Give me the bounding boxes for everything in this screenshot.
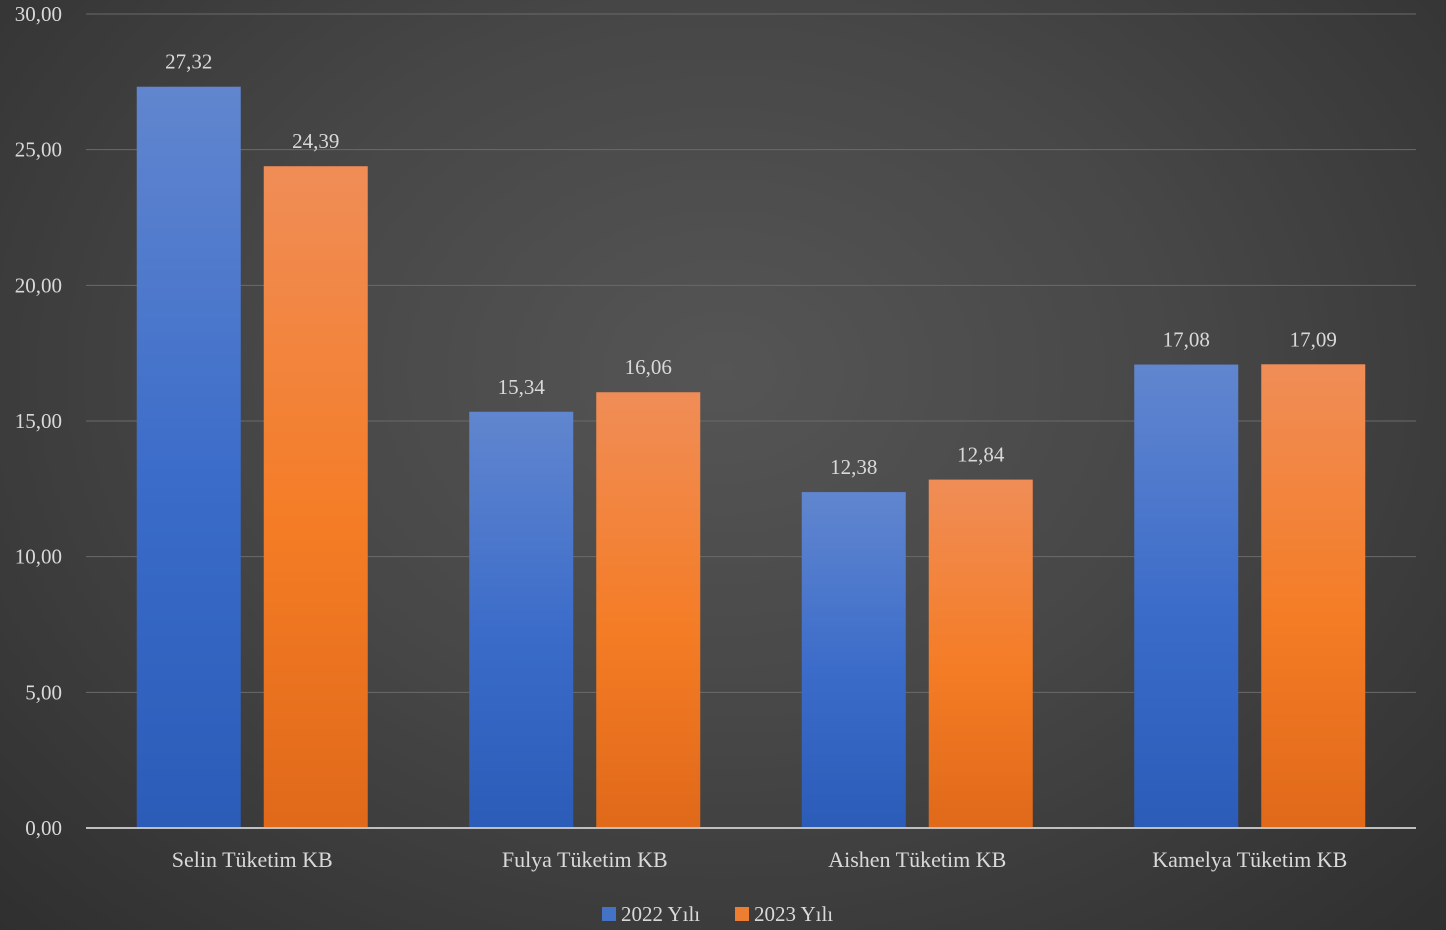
y-axis: 0,00 5,00 10,00 15,00 20,00 25,00 30,00 xyxy=(15,2,62,840)
y-tick-label: 10,00 xyxy=(15,545,62,569)
bar-2022 xyxy=(1134,364,1239,828)
data-label: 16,06 xyxy=(625,355,672,379)
data-label: 12,38 xyxy=(830,455,877,479)
category-label: Aishen Tüketim KB xyxy=(828,847,1006,872)
bar-2023 xyxy=(263,166,368,828)
data-label: 12,84 xyxy=(957,443,1005,467)
y-tick-label: 30,00 xyxy=(15,2,62,26)
y-tick-label: 15,00 xyxy=(15,409,62,433)
legend-label: 2022 Yılı xyxy=(621,902,700,926)
category-label: Selin Tüketim KB xyxy=(172,847,333,872)
bar-2022 xyxy=(801,492,906,828)
legend: 2022 Yılı 2023 Yılı xyxy=(602,902,833,926)
bar-2023 xyxy=(928,479,1033,828)
legend-swatch xyxy=(602,907,616,921)
data-label: 15,34 xyxy=(498,375,546,399)
bar-2023 xyxy=(596,392,701,828)
y-tick-label: 20,00 xyxy=(15,273,62,297)
y-tick-label: 5,00 xyxy=(25,680,62,704)
category-label: Fulya Tüketim KB xyxy=(502,847,668,872)
category-label: Kamelya Tüketim KB xyxy=(1152,847,1347,872)
bars: 27,32 24,39 15,34 16,06 12,38 12,84 17,08 17,09 xyxy=(136,50,1366,828)
legend-label: 2023 Yılı xyxy=(754,902,833,926)
bar-2023 xyxy=(1261,364,1366,828)
legend-swatch xyxy=(735,907,749,921)
data-label: 17,08 xyxy=(1163,328,1210,352)
y-tick-label: 25,00 xyxy=(15,138,62,162)
y-tick-label: 0,00 xyxy=(25,816,62,840)
data-label: 17,09 xyxy=(1290,327,1337,351)
bar-2022 xyxy=(136,86,241,828)
bar-2022 xyxy=(469,411,574,828)
x-axis: Selin Tüketim KB Fulya Tüketim KB Aishen T… xyxy=(86,827,1416,872)
data-label: 27,32 xyxy=(165,50,212,74)
data-label: 24,39 xyxy=(292,129,339,153)
